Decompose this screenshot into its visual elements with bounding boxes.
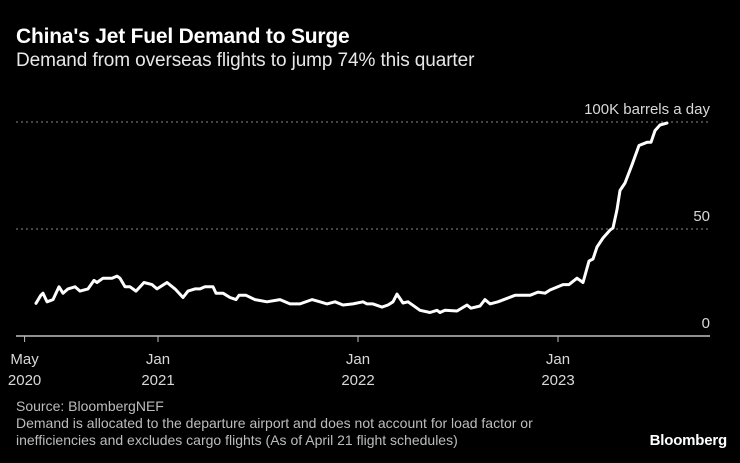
x-tick-label-year: 2022 [341,372,374,389]
x-tick-label-month: May [10,351,39,368]
x-tick-label-year: 2021 [141,372,174,389]
methodology-note-line-2: inefficiencies and excludes cargo flight… [16,432,458,448]
x-tick-label-year: 2023 [541,372,574,389]
methodology-note-line-1: Demand is allocated to the departure air… [16,415,533,431]
y-tick-label-100: 100K barrels a day [584,101,710,118]
y-axis-labels: 0 50 100K barrels a day [584,101,710,332]
x-tick-label-year: 2020 [8,372,41,389]
y-tick-label-0: 0 [702,315,710,332]
series-line-0 [34,121,669,314]
x-axis: May 2020 Jan 2021 Jan 2022 Jan 2023 [8,335,710,389]
chart-footer: Source: BloombergNEF Demand is allocated… [16,398,533,449]
x-tick-label-month: Jan [346,351,370,368]
x-tick-label-month: Jan [146,351,170,368]
x-tick-label-month: Jan [546,351,570,368]
y-tick-label-50: 50 [693,208,710,225]
chart-title: China's Jet Fuel Demand to Surge [16,25,350,48]
series-layer [34,121,669,314]
gridlines [16,121,710,230]
chart-subtitle: Demand from overseas flights to jump 74%… [16,50,475,71]
bloomberg-logo: Bloomberg [649,432,728,449]
source-note: Source: BloombergNEF [16,398,164,414]
